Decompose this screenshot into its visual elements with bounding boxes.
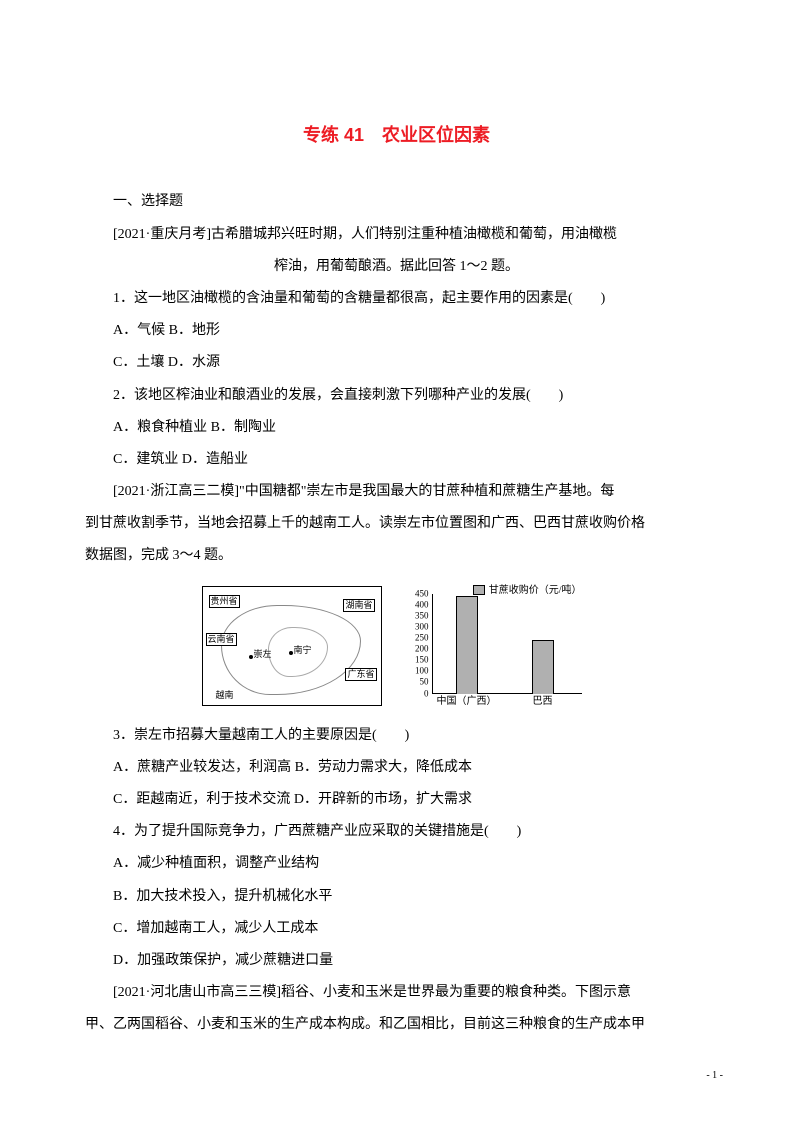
map-label-chongzuo: 崇左 xyxy=(253,649,273,660)
map-label-guangdong: 广东省 xyxy=(345,668,376,681)
y-tick-200: 200 xyxy=(415,645,432,654)
y-tick-300: 300 xyxy=(415,622,432,631)
question-4: 4．为了提升国际竞争力，广西蔗糖产业应采取的关键措施是( ) xyxy=(85,816,708,848)
map-label-nanning: 南宁 xyxy=(293,645,313,656)
intro-2-line3: 数据图，完成 3～4 题。 xyxy=(85,540,708,572)
intro-2-line2: 到甘蔗收割季节，当地会招募上千的越南工人。读崇左市位置图和广西、巴西甘蔗收购价格 xyxy=(85,508,708,540)
question-1: 1．这一地区油橄榄的含油量和葡萄的含糖量都很高，起主要作用的因素是( ) xyxy=(85,283,708,315)
question-1-option-cd: C．土壤 D．水源 xyxy=(85,347,708,379)
y-tick-50: 50 xyxy=(420,678,432,687)
intro-1-line2: 榨油，用葡萄酿酒。据此回答 1～2 题。 xyxy=(85,251,708,283)
section-heading: 一、选择题 xyxy=(85,186,708,218)
map-dot-nanning xyxy=(289,651,293,655)
figures-row: 贵州省 湖南省 云南省 广东省 崇左 南宁 越南 甘蔗收购价（元/吨） 450 … xyxy=(85,579,708,714)
y-tick-250: 250 xyxy=(415,634,432,643)
intro-1-line1: [2021·重庆月考]古希腊城邦兴旺时期，人们特别注重种植油橄榄和葡萄，用油橄榄 xyxy=(85,219,708,251)
intro-2-line1: [2021·浙江高三二模]"中国糖都"崇左市是我国最大的甘蔗种植和蔗糖生产基地。… xyxy=(85,476,708,508)
question-4-option-b: B．加大技术投入，提升机械化水平 xyxy=(85,881,708,913)
question-1-option-ab: A．气候 B．地形 xyxy=(85,315,708,347)
bar-chart: 甘蔗收购价（元/吨） 450 400 350 300 250 200 150 1… xyxy=(402,579,592,714)
page-title: 专练 41 农业区位因素 xyxy=(85,115,708,156)
question-4-option-d: D．加强政策保护，减少蔗糖进口量 xyxy=(85,945,708,977)
bar-china xyxy=(456,596,478,694)
page-number: - 1 - xyxy=(706,1064,723,1087)
question-3-option-ab: A．蔗糖产业较发达，利润高 B．劳动力需求大，降低成本 xyxy=(85,752,708,784)
map-dot-chongzuo xyxy=(249,655,253,659)
chart-plot: 450 400 350 300 250 200 150 100 50 0 中国（… xyxy=(432,594,582,694)
map-label-hunan: 湖南省 xyxy=(343,599,374,612)
intro-3-line1: [2021·河北唐山市高三三模]稻谷、小麦和玉米是世界最为重要的粮食种类。下图示… xyxy=(85,977,708,1009)
question-2-option-cd: C．建筑业 D．造船业 xyxy=(85,444,708,476)
map-label-vietnam: 越南 xyxy=(215,690,235,701)
map-label-guizhou: 贵州省 xyxy=(209,595,240,608)
question-2-option-ab: A．粮食种植业 B．制陶业 xyxy=(85,412,708,444)
bar-brazil xyxy=(532,640,554,693)
map-figure: 贵州省 湖南省 云南省 广东省 崇左 南宁 越南 xyxy=(202,586,382,706)
y-tick-400: 400 xyxy=(415,600,432,609)
question-3-option-cd: C．距越南近，利于技术交流 D．开辟新的市场，扩大需求 xyxy=(85,784,708,816)
y-tick-150: 150 xyxy=(415,656,432,665)
x-label-china: 中国（广西） xyxy=(437,694,497,707)
y-axis xyxy=(432,594,433,694)
map-label-yunnan: 云南省 xyxy=(206,633,237,646)
y-tick-350: 350 xyxy=(415,611,432,620)
question-2: 2．该地区榨油业和酿酒业的发展，会直接刺激下列哪种产业的发展( ) xyxy=(85,380,708,412)
x-label-brazil: 巴西 xyxy=(533,694,553,707)
question-4-option-a: A．减少种植面积，调整产业结构 xyxy=(85,848,708,880)
question-4-option-c: C．增加越南工人，减少人工成本 xyxy=(85,913,708,945)
question-3: 3．崇左市招募大量越南工人的主要原因是( ) xyxy=(85,720,708,752)
intro-3-line2: 甲、乙两国稻谷、小麦和玉米的生产成本构成。和乙国相比，目前这三种粮食的生产成本甲 xyxy=(85,1009,708,1041)
y-tick-0: 0 xyxy=(424,689,432,698)
y-tick-100: 100 xyxy=(415,667,432,676)
y-tick-450: 450 xyxy=(415,589,432,598)
